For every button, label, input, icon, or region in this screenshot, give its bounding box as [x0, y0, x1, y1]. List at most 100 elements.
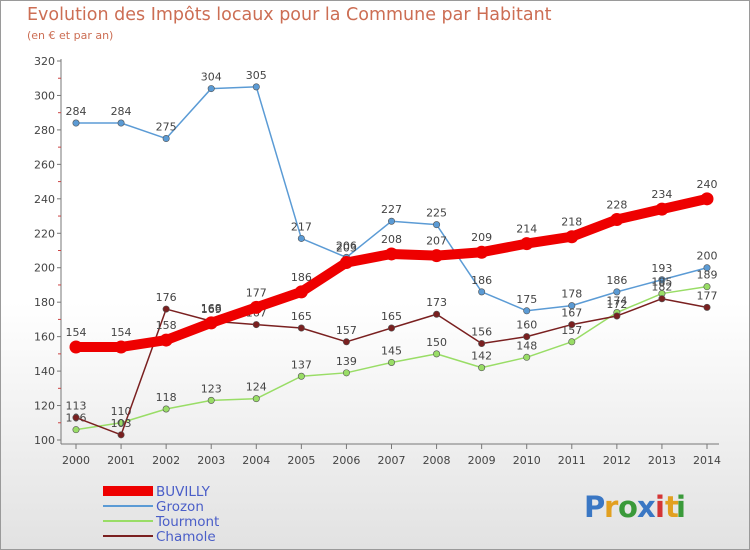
- x-tick-label: 2010: [513, 454, 541, 467]
- data-point-tourmont: [478, 364, 486, 372]
- data-point-grozon: [433, 221, 441, 229]
- data-point-tourmont: [252, 395, 260, 403]
- data-label-buvilly: 203: [336, 242, 357, 255]
- data-point-grozon: [252, 83, 260, 91]
- data-label-grozon: 284: [111, 105, 132, 118]
- data-label-chamole: 165: [381, 310, 402, 323]
- data-label-tourmont: 189: [697, 269, 718, 282]
- data-label-tourmont: 145: [381, 344, 402, 357]
- brand-logo-letter: i: [655, 490, 665, 524]
- data-point-chamole: [162, 305, 170, 313]
- x-tick-label: 2013: [648, 454, 676, 467]
- data-label-tourmont: 118: [156, 391, 177, 404]
- data-label-buvilly: 234: [651, 188, 672, 201]
- x-tick-label: 2014: [693, 454, 721, 467]
- brand-logo-letter: i: [676, 490, 686, 524]
- data-point-chamole: [117, 431, 125, 439]
- x-tick-label: 2003: [197, 454, 225, 467]
- data-label-chamole: 113: [66, 400, 87, 413]
- data-point-grozon: [72, 119, 80, 127]
- data-label-tourmont: 157: [561, 324, 582, 337]
- data-point-chamole: [703, 303, 711, 311]
- data-point-grozon: [117, 119, 125, 127]
- data-point-grozon: [162, 135, 170, 143]
- data-label-buvilly: 218: [561, 216, 582, 229]
- data-point-buvilly: [159, 333, 173, 347]
- data-label-chamole: 177: [697, 289, 718, 302]
- data-point-buvilly: [114, 340, 128, 354]
- data-point-chamole: [72, 414, 80, 422]
- x-tick-label: 2002: [152, 454, 180, 467]
- data-label-buvilly: 177: [246, 286, 267, 299]
- data-label-buvilly: 158: [156, 319, 177, 332]
- data-point-buvilly: [69, 340, 83, 354]
- data-label-grozon: 193: [651, 262, 672, 275]
- data-point-grozon: [387, 217, 395, 225]
- data-label-buvilly: 154: [111, 326, 132, 339]
- brand-logo-letter: t: [665, 490, 679, 524]
- data-label-buvilly: 209: [471, 231, 492, 244]
- data-label-tourmont: 124: [246, 381, 267, 394]
- brand-logo-letter: x: [637, 490, 656, 524]
- y-tick-label: 240: [34, 193, 55, 206]
- data-point-tourmont: [117, 419, 125, 427]
- data-point-buvilly: [475, 245, 489, 259]
- data-label-grozon: 186: [471, 274, 492, 287]
- data-label-buvilly: 208: [381, 233, 402, 246]
- data-label-tourmont: 148: [516, 339, 537, 352]
- legend-label-chamole: Chamole: [156, 529, 216, 545]
- data-point-buvilly: [339, 256, 353, 270]
- data-point-buvilly: [655, 202, 669, 216]
- y-tick-label: 100: [34, 434, 55, 447]
- data-point-buvilly: [249, 300, 263, 314]
- data-point-tourmont: [387, 358, 395, 366]
- data-point-grozon: [297, 234, 305, 242]
- data-label-chamole: 103: [111, 417, 132, 430]
- data-point-grozon: [658, 276, 666, 284]
- data-point-tourmont: [162, 405, 170, 413]
- data-point-tourmont: [72, 426, 80, 434]
- data-label-tourmont: 137: [291, 358, 312, 371]
- data-label-buvilly: 186: [291, 271, 312, 284]
- data-point-grozon: [478, 288, 486, 296]
- data-point-grozon: [207, 85, 215, 93]
- x-tick-label: 2005: [287, 454, 315, 467]
- data-point-grozon: [523, 307, 531, 315]
- brand-logo-letter: P: [584, 490, 605, 524]
- data-label-tourmont: 150: [426, 336, 447, 349]
- data-label-tourmont: 123: [201, 382, 222, 395]
- data-point-tourmont: [297, 372, 305, 380]
- y-tick-label: 160: [34, 331, 55, 344]
- data-point-chamole: [613, 312, 621, 320]
- data-point-tourmont: [342, 369, 350, 377]
- data-label-grozon: 305: [246, 69, 267, 82]
- data-label-tourmont: 142: [471, 350, 492, 363]
- data-point-chamole: [342, 338, 350, 346]
- data-label-chamole: 172: [606, 298, 627, 311]
- data-label-grozon: 225: [426, 207, 447, 220]
- legend-label-buvilly: BUVILLY: [156, 484, 211, 500]
- y-tick-label: 120: [34, 400, 55, 413]
- y-tick-label: 140: [34, 365, 55, 378]
- data-label-grozon: 175: [516, 293, 537, 306]
- data-label-grozon: 186: [606, 274, 627, 287]
- y-tick-label: 200: [34, 262, 55, 275]
- data-label-grozon: 304: [201, 71, 222, 84]
- brand-logo-letter: r: [604, 490, 619, 524]
- data-label-grozon: 275: [156, 121, 177, 134]
- chart-subtitle: (en € et par an): [27, 29, 114, 42]
- y-tick-label: 280: [34, 124, 55, 137]
- x-tick-label: 2000: [62, 454, 90, 467]
- x-tick-label: 2001: [107, 454, 135, 467]
- data-label-buvilly: 154: [66, 326, 87, 339]
- x-tick-label: 2012: [603, 454, 631, 467]
- legend-label-grozon: Grozon: [156, 499, 204, 515]
- data-point-tourmont: [433, 350, 441, 358]
- data-point-grozon: [613, 288, 621, 296]
- x-tick-label: 2011: [558, 454, 586, 467]
- brand-logo-letter: o: [618, 490, 638, 524]
- data-point-chamole: [478, 340, 486, 348]
- data-point-tourmont: [703, 283, 711, 291]
- data-label-chamole: 182: [651, 281, 672, 294]
- data-point-buvilly: [520, 237, 534, 251]
